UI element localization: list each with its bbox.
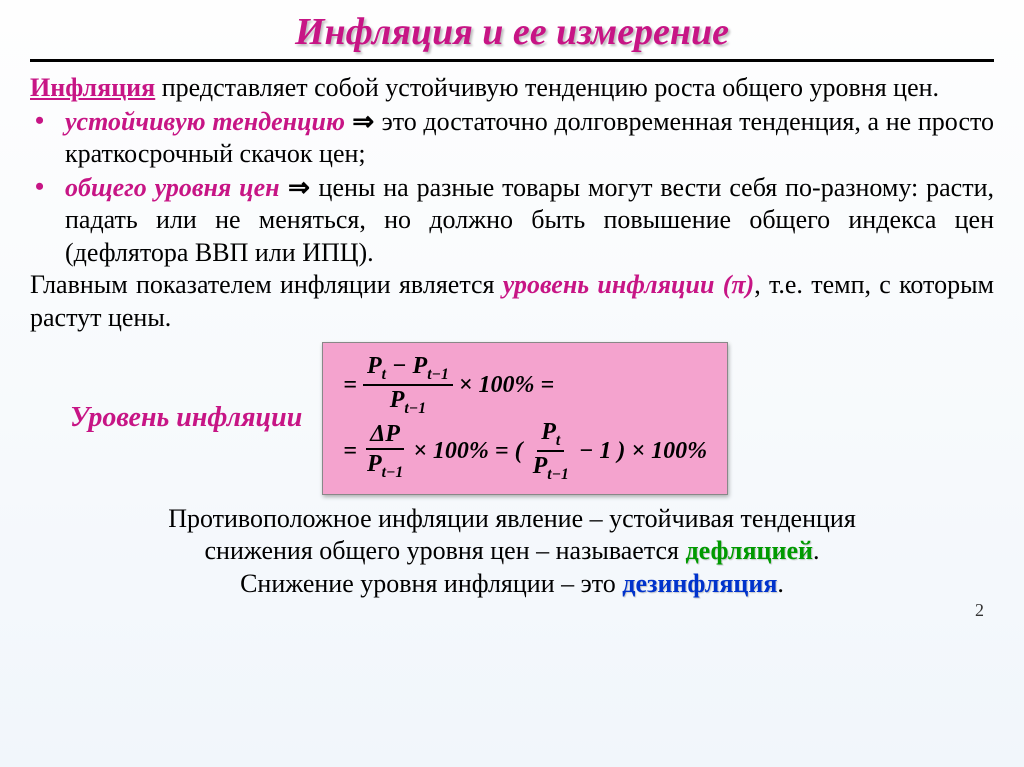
times-100: × 100%	[631, 438, 707, 465]
formula-row: Уровень инфляции = Pt − Pt−1 Pt−1 × 100%…	[70, 342, 994, 495]
fraction-1: Pt − Pt−1 Pt−1	[363, 354, 453, 417]
arrow-icon: ⇒	[280, 172, 319, 202]
disinflation-paragraph: Снижение уровня инфляции – это дезинфляц…	[30, 568, 994, 601]
rparen: )	[617, 438, 625, 465]
one: 1	[599, 438, 611, 465]
fraction-2: ΔP Pt−1	[363, 422, 407, 480]
times-100: × 100%	[459, 372, 535, 399]
eq-sign: =	[343, 372, 357, 399]
opposite-dot: .	[813, 536, 820, 565]
term-inflation-level: уровень инфляции (π)	[503, 270, 754, 299]
term-deflation: дефляцией	[686, 536, 814, 565]
bullet-2-term: общего уровня цен	[65, 173, 280, 202]
bullet-1: • устойчивую тенденцию ⇒ это достаточно …	[30, 105, 994, 171]
indicator-paragraph: Главным показателем инфляции является ур…	[30, 269, 994, 334]
formula-line-2: = ΔP Pt−1 × 100% = ( Pt Pt−1 − 1 ) × 100…	[343, 420, 707, 483]
term-inflation: Инфляция	[30, 73, 155, 102]
disinflation-dot: .	[777, 569, 784, 598]
disinflation-before: Снижение уровня инфляции – это	[240, 569, 622, 598]
opposite-paragraph: Противоположное инфляции явление – устой…	[30, 503, 994, 568]
formula-box: = Pt − Pt−1 Pt−1 × 100% = = ΔP Pt−1 × 10…	[322, 342, 728, 495]
eq-sign: =	[343, 438, 357, 465]
bullet-marker: •	[30, 171, 65, 270]
title-divider	[30, 59, 994, 62]
bullet-2: • общего уровня цен ⇒ цены на разные тов…	[30, 171, 994, 270]
intro-text: представляет собой устойчивую тенденцию …	[155, 73, 939, 102]
formula-line-1: = Pt − Pt−1 Pt−1 × 100% =	[343, 354, 707, 417]
lparen: (	[515, 438, 523, 465]
bullet-marker: •	[30, 105, 65, 171]
eq-sign: =	[495, 438, 509, 465]
formula-label: Уровень инфляции	[70, 402, 302, 434]
times-100: × 100%	[413, 438, 489, 465]
indicator-before: Главным показателем инфляции является	[30, 270, 503, 299]
slide-title: Инфляция и ее измерение	[30, 10, 994, 54]
intro-paragraph: Инфляция представляет собой устойчивую т…	[30, 72, 994, 105]
arrow-icon: ⇒	[345, 106, 382, 136]
fraction-3: Pt Pt−1	[529, 420, 573, 483]
bullet-1-content: устойчивую тенденцию ⇒ это достаточно до…	[65, 105, 994, 171]
term-disinflation: дезинфляция	[622, 569, 777, 598]
opposite-line2: снижения общего уровня цен – называется	[204, 536, 685, 565]
bullet-1-term: устойчивую тенденцию	[65, 107, 345, 136]
eq-sign: =	[540, 372, 554, 399]
minus-sign: −	[579, 438, 594, 465]
opposite-line1: Противоположное инфляции явление – устой…	[168, 504, 856, 533]
page-number: 2	[30, 600, 994, 621]
bullet-2-content: общего уровня цен ⇒ цены на разные товар…	[65, 171, 994, 270]
